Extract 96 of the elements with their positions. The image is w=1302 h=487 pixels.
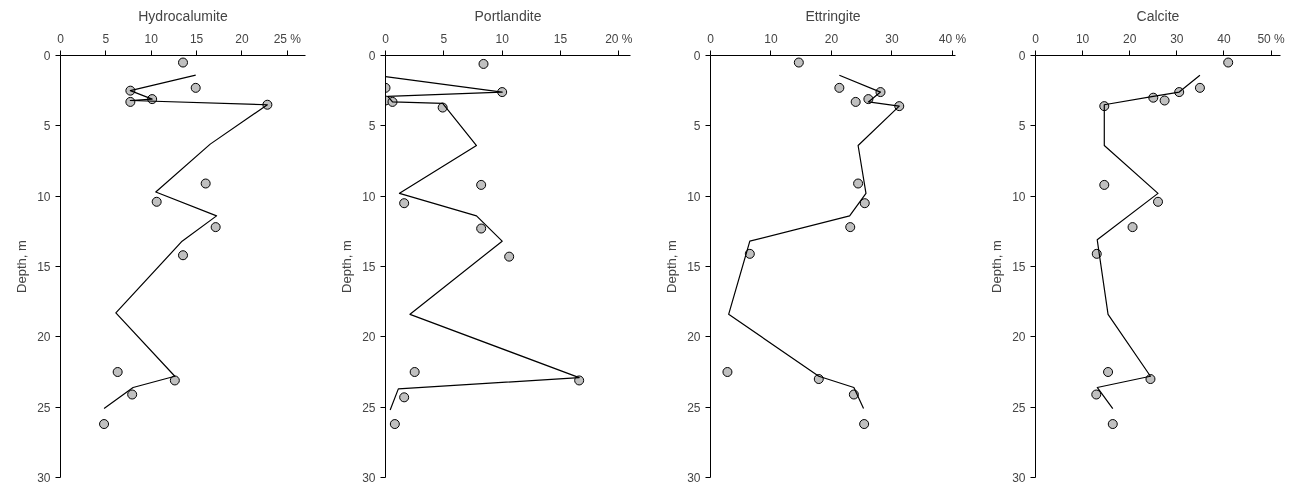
point <box>859 419 870 430</box>
y-tick-label: 10 <box>687 189 701 204</box>
y-tick-label: 20 <box>37 330 51 345</box>
x-tick-label: 40 % <box>938 31 967 46</box>
y-tick-label: 25 <box>362 400 376 415</box>
x-tick-label: 10 <box>495 31 510 46</box>
y-tick-label: 10 <box>362 189 376 204</box>
x-tick-label: 15 <box>553 31 568 46</box>
x-tick-label: 0 <box>1032 31 1040 46</box>
point <box>1223 57 1234 68</box>
point <box>859 198 870 209</box>
point <box>399 198 410 209</box>
point <box>1091 389 1102 400</box>
point <box>476 223 487 234</box>
y-axis-title: Depth, m <box>14 240 30 293</box>
x-tick-label: 25 % <box>273 31 302 46</box>
point <box>476 179 487 190</box>
y-tick-label: 30 <box>1012 471 1026 485</box>
y-tick-label: 0 <box>43 49 51 63</box>
y-tick-label: 10 <box>37 189 51 204</box>
point <box>1145 374 1156 385</box>
y-tick-label: 15 <box>362 260 376 274</box>
y-tick-label: 20 <box>687 330 701 345</box>
y-tick-label: 30 <box>37 471 51 485</box>
point <box>125 96 136 107</box>
point <box>1103 367 1114 377</box>
x-tick-label: 10 <box>144 31 159 46</box>
y-tick-label: 5 <box>43 119 51 134</box>
point <box>169 375 180 386</box>
x-tick-label: 40 <box>1217 31 1231 46</box>
y-tick-label: 30 <box>362 471 376 485</box>
y-tick-label: 25 <box>1012 400 1026 415</box>
y-tick-label: 15 <box>1012 260 1026 274</box>
y-tick-label: 0 <box>368 49 376 63</box>
point <box>151 196 162 207</box>
point <box>399 392 410 403</box>
point <box>99 419 110 430</box>
point <box>1127 222 1138 233</box>
point <box>1194 82 1205 93</box>
y-tick-label: 10 <box>1012 189 1026 204</box>
chart-title: Calcite <box>1136 7 1180 24</box>
x-tick-label: 20 <box>824 31 839 46</box>
y-axis-title: Depth, m <box>339 240 355 293</box>
y-axis-title: Depth, m <box>989 240 1005 293</box>
x-tick-label: 10 <box>1075 31 1090 46</box>
y-axis-title: Depth, m <box>664 240 680 293</box>
point <box>834 82 845 93</box>
point <box>1153 196 1163 207</box>
x-tick-label: 50 % <box>1257 31 1286 46</box>
x-tick-label: 10 <box>764 31 778 46</box>
x-tick-label: 0 <box>382 31 390 46</box>
point <box>722 367 733 377</box>
point <box>178 250 188 261</box>
point <box>853 178 864 189</box>
x-tick-label: 0 <box>707 31 715 46</box>
x-tick-label: 20 <box>1123 31 1137 46</box>
x-tick-label: 20 <box>235 31 249 46</box>
x-tick-label: 5 <box>102 31 110 46</box>
point <box>574 375 585 386</box>
point <box>1107 419 1118 430</box>
y-tick-label: 0 <box>1018 49 1026 63</box>
point <box>478 58 489 69</box>
point <box>845 222 856 233</box>
y-tick-label: 5 <box>1018 119 1026 134</box>
y-tick-label: 5 <box>368 119 376 134</box>
chart-title: Hydrocalumite <box>138 7 228 24</box>
point <box>190 82 201 93</box>
y-tick-label: 0 <box>693 49 701 63</box>
x-tick-label: 20 % <box>605 31 633 46</box>
chart-title: Portlandite <box>474 7 542 24</box>
point <box>1159 95 1170 106</box>
y-tick-label: 15 <box>687 260 701 274</box>
point <box>210 222 221 233</box>
x-tick-label: 15 <box>189 31 204 46</box>
y-tick-label: 30 <box>687 471 701 485</box>
y-tick-label: 15 <box>37 260 51 274</box>
point <box>1099 179 1110 190</box>
point <box>850 96 861 107</box>
point <box>112 367 123 377</box>
x-tick-label: 30 <box>1170 31 1184 46</box>
point <box>178 57 188 68</box>
x-tick-label: 30 <box>885 31 899 46</box>
y-tick-label: 20 <box>1012 330 1026 345</box>
chart-title: Ettringite <box>805 7 861 24</box>
point <box>409 367 420 377</box>
y-tick-label: 20 <box>362 330 376 345</box>
y-tick-label: 5 <box>693 119 701 134</box>
point <box>127 389 138 400</box>
point <box>504 251 515 262</box>
y-tick-label: 25 <box>687 400 701 415</box>
x-tick-label: 5 <box>440 31 448 46</box>
x-tick-label: 0 <box>57 31 65 46</box>
point <box>389 419 400 430</box>
point <box>200 178 211 189</box>
point <box>793 57 804 68</box>
y-tick-label: 25 <box>37 400 51 415</box>
